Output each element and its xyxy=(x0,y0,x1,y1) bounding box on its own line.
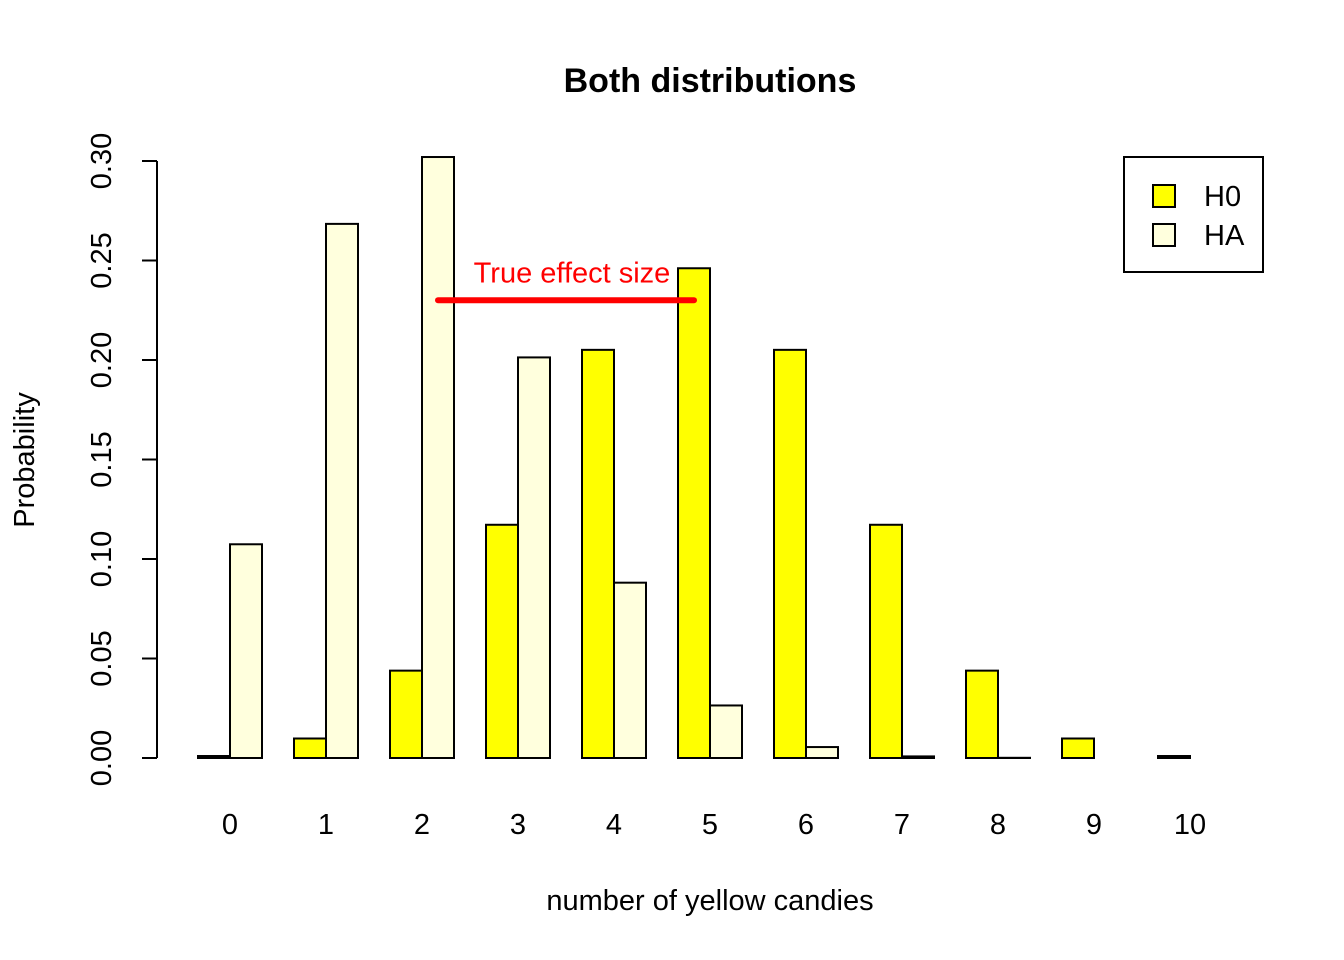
x-tick-label: 2 xyxy=(414,809,430,841)
bar-h0-3 xyxy=(485,523,519,759)
legend-box xyxy=(1123,156,1264,273)
legend-swatch-ha xyxy=(1152,223,1176,247)
x-tick-label: 4 xyxy=(606,809,622,841)
bars xyxy=(197,156,1191,760)
x-tick-labels: 0 1 2 3 4 5 6 7 8 9 10 xyxy=(222,809,1206,841)
y-tick-label: 0.00 xyxy=(86,730,118,786)
bar-ha-4 xyxy=(613,581,647,760)
y-tick-label: 0.30 xyxy=(86,133,118,189)
bar-h0-6 xyxy=(773,348,807,759)
bar-ha-7 xyxy=(901,755,935,760)
bar-h0-5 xyxy=(677,267,711,759)
effect-size-label: True effect size xyxy=(474,257,671,289)
bar-h0-7 xyxy=(869,523,903,759)
x-tick-label: 1 xyxy=(318,809,334,841)
bar-h0-10 xyxy=(1157,755,1191,760)
bar-h0-4 xyxy=(581,348,615,759)
x-tick-label: 10 xyxy=(1174,809,1206,841)
x-tick-label: 5 xyxy=(702,809,718,841)
legend: H0 HA xyxy=(1123,156,1264,273)
chart-title: Both distributions xyxy=(564,62,857,100)
y-tick-label: 0.20 xyxy=(86,332,118,388)
bar-ha-6 xyxy=(805,746,839,759)
x-tick-label: 7 xyxy=(894,809,910,841)
x-tick-label: 9 xyxy=(1086,809,1102,841)
bar-h0-0 xyxy=(197,755,231,760)
bar-ha-0 xyxy=(229,543,263,759)
legend-swatch-h0 xyxy=(1152,184,1176,208)
bar-h0-1 xyxy=(293,737,327,759)
x-tick-label: 3 xyxy=(510,809,526,841)
bar-h0-8 xyxy=(965,669,999,759)
bar-ha-2 xyxy=(421,156,455,759)
bar-ha-1 xyxy=(325,222,359,760)
y-ticks: 0.00 0.05 0.10 0.15 0.20 0.25 0.30 xyxy=(86,133,157,786)
x-tick-label: 6 xyxy=(798,809,814,841)
legend-label-ha: HA xyxy=(1204,220,1245,252)
y-tick-label: 0.15 xyxy=(86,431,118,487)
y-tick-label: 0.25 xyxy=(86,232,118,288)
bar-ha-3 xyxy=(517,356,551,759)
y-tick-label: 0.10 xyxy=(86,531,118,587)
annotation: True effect size xyxy=(435,257,697,304)
x-axis-label: number of yellow candies xyxy=(546,885,873,917)
legend-label-h0: H0 xyxy=(1204,181,1241,213)
y-tick-label: 0.05 xyxy=(86,630,118,686)
y-axis-label: Probability xyxy=(9,392,41,528)
x-tick-label: 8 xyxy=(990,809,1006,841)
bar-ha-5 xyxy=(709,704,743,759)
bar-h0-2 xyxy=(389,669,423,759)
x-tick-label: 0 xyxy=(222,809,238,841)
bar-h0-9 xyxy=(1061,737,1095,759)
